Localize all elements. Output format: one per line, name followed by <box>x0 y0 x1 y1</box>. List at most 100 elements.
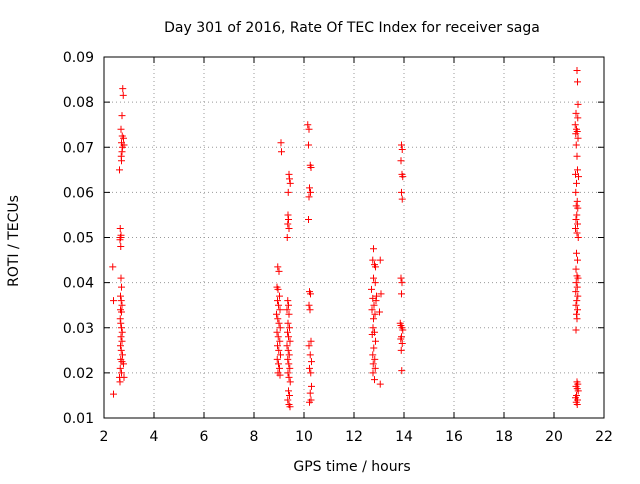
data-point <box>573 249 580 257</box>
data-point <box>376 380 384 388</box>
data-point <box>572 288 580 296</box>
data-point <box>574 292 582 300</box>
data-point <box>119 351 126 359</box>
data-point <box>284 297 292 305</box>
data-point <box>117 243 125 251</box>
data-point <box>305 193 313 201</box>
data-point <box>574 234 582 241</box>
data-point <box>109 263 117 271</box>
data-point <box>306 398 313 406</box>
data-point <box>284 188 292 196</box>
x-tick-label: 16 <box>445 429 463 445</box>
data-point <box>305 141 312 149</box>
data-point <box>369 360 377 368</box>
data-point <box>370 315 377 323</box>
data-point <box>286 378 294 386</box>
data-point <box>285 373 293 381</box>
data-point <box>116 364 124 372</box>
x-tick-label: 8 <box>250 429 259 445</box>
data-point <box>377 290 385 298</box>
data-point <box>276 371 284 379</box>
data-point <box>368 331 376 339</box>
x-tick-label: 4 <box>150 429 159 445</box>
chart-title: Day 301 of 2016, Rate Of TEC Index for r… <box>164 20 540 36</box>
data-point <box>308 382 315 390</box>
y-tick-label: 0.01 <box>63 411 94 427</box>
data-point <box>118 301 126 309</box>
data-point <box>285 224 293 232</box>
data-point <box>284 346 292 354</box>
data-point <box>275 360 282 368</box>
data-point <box>397 335 405 343</box>
data-point <box>116 166 123 174</box>
data-point <box>308 358 315 366</box>
data-point <box>283 342 291 350</box>
data-point <box>286 403 294 411</box>
data-point <box>110 297 117 305</box>
data-point <box>119 85 127 93</box>
data-point <box>117 346 125 354</box>
x-axis-label: GPS time / hours <box>293 459 410 475</box>
data-point <box>306 306 314 314</box>
data-point <box>397 346 405 354</box>
data-point <box>572 109 580 117</box>
data-point <box>118 337 126 345</box>
data-point <box>276 337 284 345</box>
data-point <box>369 324 377 332</box>
data-point <box>371 310 379 318</box>
data-point <box>574 387 582 395</box>
data-point <box>307 290 314 298</box>
data-point <box>277 139 285 147</box>
data-point <box>274 342 281 350</box>
data-point <box>306 389 314 397</box>
data-point <box>574 204 582 212</box>
data-point <box>307 164 315 172</box>
data-point <box>370 245 377 253</box>
data-point <box>120 360 127 368</box>
data-point <box>572 215 580 223</box>
data-point <box>273 328 281 336</box>
data-point <box>307 337 315 345</box>
data-point <box>306 351 314 359</box>
data-point <box>573 315 581 323</box>
data-point <box>116 378 124 386</box>
data-point <box>371 355 379 363</box>
x-tick-label: 22 <box>595 429 613 445</box>
data-point <box>276 306 284 314</box>
data-point <box>117 292 124 300</box>
data-point <box>574 134 582 142</box>
x-tick-label: 10 <box>295 429 313 445</box>
data-point <box>369 369 377 377</box>
data-point <box>273 310 280 318</box>
y-axis-label: ROTI / TECUs <box>6 195 22 287</box>
data-point <box>572 279 580 287</box>
data-point <box>376 256 384 264</box>
data-point <box>572 224 579 232</box>
data-point <box>286 337 294 345</box>
data-point <box>369 351 377 359</box>
data-point <box>117 125 125 133</box>
data-point <box>573 152 581 160</box>
x-tick-label: 2 <box>100 429 109 445</box>
data-point <box>372 337 379 345</box>
data-point <box>572 301 580 309</box>
data-point <box>286 364 294 372</box>
data-point <box>397 157 405 165</box>
data-point <box>399 326 407 334</box>
data-point <box>370 301 378 309</box>
data-point <box>399 173 407 181</box>
data-point <box>368 285 375 293</box>
data-point <box>120 134 127 142</box>
data-point <box>572 326 580 334</box>
data-point <box>118 112 126 120</box>
data-point <box>117 297 125 305</box>
data-point <box>117 274 125 282</box>
data-point <box>275 301 282 309</box>
data-point <box>274 263 282 271</box>
data-point <box>277 351 284 359</box>
data-point <box>572 141 580 149</box>
data-point <box>398 279 406 287</box>
data-point <box>118 308 125 316</box>
data-point <box>397 274 405 282</box>
